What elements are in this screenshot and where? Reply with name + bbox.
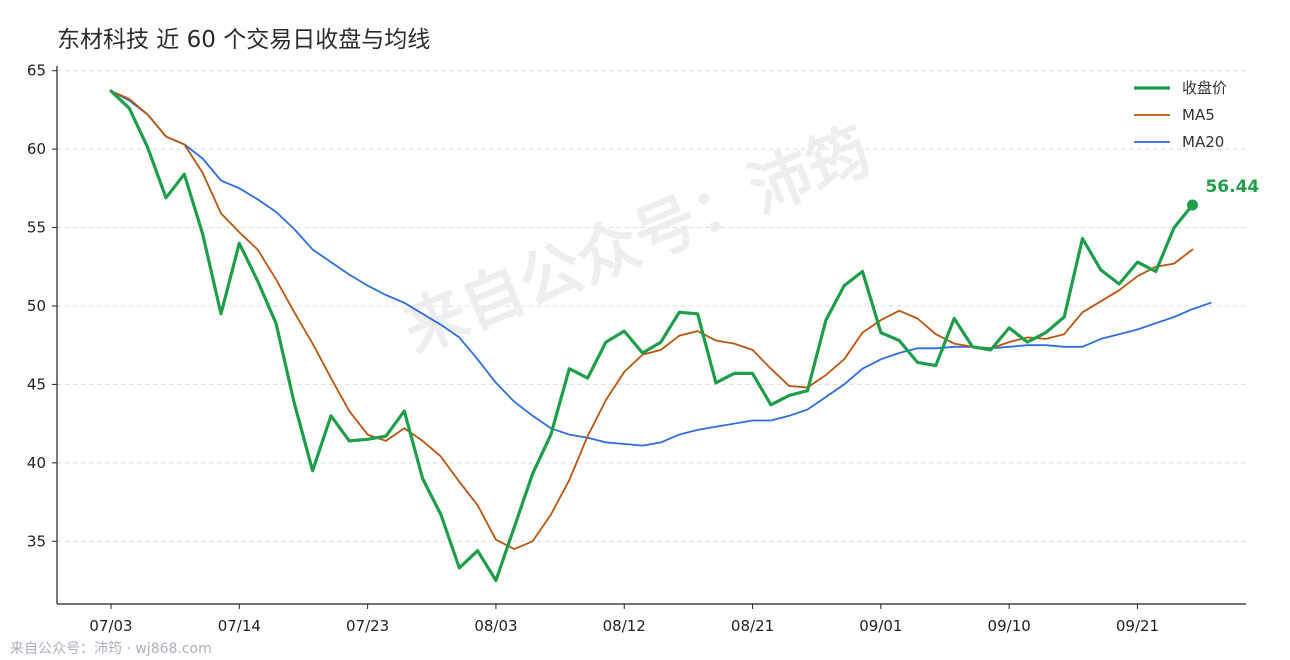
- y-tick-label: 60: [27, 140, 46, 158]
- series-line-0: [109, 89, 1195, 583]
- last-close-marker: [1186, 199, 1198, 211]
- legend-label: MA20: [1182, 133, 1224, 151]
- y-tick-label: 45: [27, 375, 46, 393]
- x-tick-label: 07/03: [89, 617, 132, 635]
- x-tick-label: 09/10: [988, 617, 1031, 635]
- y-tick-label: 40: [27, 454, 46, 472]
- x-tick-label: 08/12: [603, 617, 646, 635]
- legend-label: 收盘价: [1182, 79, 1227, 97]
- y-tick-label: 50: [27, 297, 46, 315]
- series-line-2: [110, 90, 1212, 447]
- x-tick-label: 08/03: [474, 617, 517, 635]
- y-tick-label: 35: [27, 532, 46, 550]
- x-tick-label: 09/01: [859, 617, 902, 635]
- legend: 收盘价 MA5 MA20: [1134, 79, 1227, 151]
- x-tick-label: 07/23: [346, 617, 389, 635]
- legend-label: MA5: [1182, 106, 1215, 124]
- watermark-text: 来自公众号：沛筠: [393, 113, 880, 366]
- chart-title: 东材科技 近 60 个交易日收盘与均线: [57, 27, 431, 53]
- series-line-1: [110, 90, 1194, 550]
- series-lines: [109, 89, 1212, 583]
- annotation: 56.44: [1186, 177, 1259, 211]
- y-tick-label: 65: [27, 62, 46, 80]
- axes: 35 40 45 50 55 60 65 07/03 07/14 07/23 08/03 08/12 0…: [27, 62, 1246, 635]
- x-tick-label: 09/21: [1116, 617, 1159, 635]
- x-tick-label: 07/14: [218, 617, 261, 635]
- gridlines: [57, 70, 1246, 542]
- y-tick-label: 55: [27, 219, 46, 237]
- x-tick-label: 08/21: [731, 617, 774, 635]
- footer-credit: 来自公众号：沛筠 · wj868.com: [10, 641, 212, 657]
- last-close-label: 56.44: [1205, 177, 1259, 197]
